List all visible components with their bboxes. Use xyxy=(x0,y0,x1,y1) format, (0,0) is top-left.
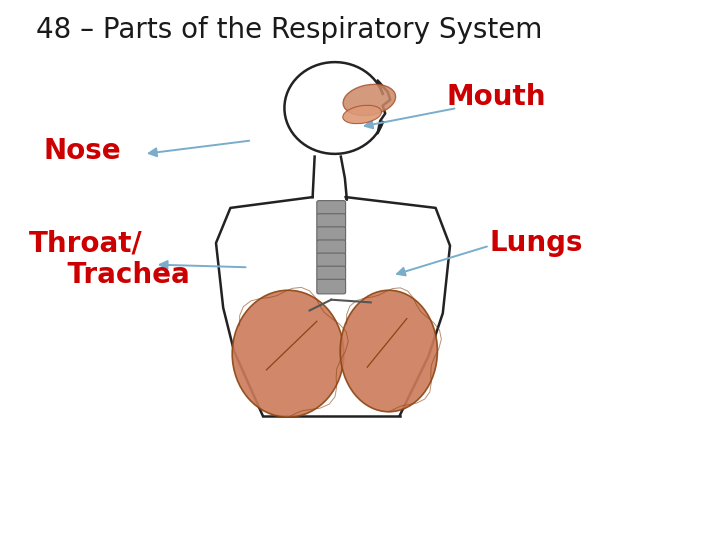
Text: 48 – Parts of the Respiratory System: 48 – Parts of the Respiratory System xyxy=(36,16,542,44)
Ellipse shape xyxy=(343,84,395,116)
Text: Nose: Nose xyxy=(43,137,121,165)
FancyBboxPatch shape xyxy=(317,279,346,294)
FancyBboxPatch shape xyxy=(317,240,346,254)
FancyBboxPatch shape xyxy=(317,200,346,215)
FancyBboxPatch shape xyxy=(317,227,346,241)
Ellipse shape xyxy=(343,105,382,124)
FancyBboxPatch shape xyxy=(317,214,346,228)
Text: Mouth: Mouth xyxy=(446,83,546,111)
Ellipse shape xyxy=(340,291,438,411)
Text: Throat/
    Trachea: Throat/ Trachea xyxy=(29,229,189,289)
Ellipse shape xyxy=(232,291,344,417)
FancyBboxPatch shape xyxy=(317,253,346,268)
FancyBboxPatch shape xyxy=(317,266,346,281)
Text: Lungs: Lungs xyxy=(490,229,583,257)
